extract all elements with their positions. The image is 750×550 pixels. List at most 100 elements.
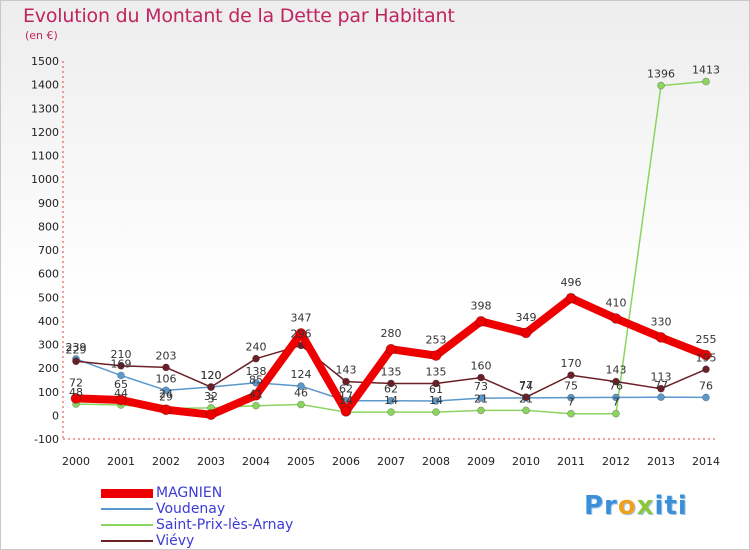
data-label-2: 14 — [339, 394, 353, 407]
series-point-2 — [432, 408, 440, 416]
data-label-1: 77 — [654, 379, 668, 392]
legend-swatch-magnien — [101, 489, 153, 498]
y-tick-label: 900 — [38, 197, 59, 210]
series-point-3 — [387, 379, 395, 388]
y-tick-label: 1300 — [31, 102, 59, 115]
series-point-0 — [565, 292, 577, 304]
series-point-1 — [702, 393, 710, 402]
series-point-0 — [385, 343, 397, 355]
data-label-1: 73 — [474, 380, 488, 393]
series-point-0 — [700, 349, 712, 361]
series-point-0 — [160, 404, 172, 416]
legend-swatch-voudenay — [101, 508, 153, 510]
series-point-3 — [207, 383, 215, 391]
x-tick-label: 2010 — [512, 455, 540, 468]
data-label-2: 21 — [474, 392, 488, 405]
data-label-1: 106 — [156, 372, 177, 385]
y-tick-label: 300 — [38, 339, 59, 352]
data-label-0: 496 — [561, 276, 582, 289]
x-tick-label: 2005 — [287, 455, 315, 468]
data-label-0: 65 — [114, 378, 128, 391]
y-tick-label: 1000 — [31, 173, 59, 186]
data-label-2: 41 — [249, 388, 263, 401]
series-point-1 — [117, 371, 125, 380]
y-tick-label: 1500 — [31, 55, 59, 68]
series-point-3 — [432, 379, 440, 388]
data-label-2: 44 — [114, 387, 128, 400]
data-label-1: 169 — [111, 357, 132, 370]
data-label-3: 120 — [201, 369, 222, 382]
series-point-3 — [477, 373, 485, 382]
legend-label-voudenay: Voudenay — [156, 501, 226, 517]
data-label-1: 120 — [201, 369, 222, 382]
series-point-0 — [295, 328, 307, 339]
logo-part-2: o — [617, 491, 637, 521]
series-point-0 — [205, 409, 217, 420]
data-label-0: 85 — [249, 373, 263, 386]
y-tick-label: 1200 — [31, 126, 59, 139]
data-label-0: 3 — [208, 393, 215, 406]
series-point-0 — [475, 316, 487, 327]
legend-label-vievy: Viévy — [156, 533, 195, 549]
series-point-0 — [655, 332, 667, 343]
data-label-0: 72 — [69, 376, 83, 389]
data-label-2: 21 — [519, 392, 533, 405]
y-tick-label: 500 — [38, 291, 59, 304]
series-point-0 — [340, 406, 352, 417]
data-label-2: 29 — [159, 391, 173, 404]
data-label-3: 240 — [246, 341, 267, 354]
y-tick-label: 400 — [38, 315, 59, 328]
x-tick-label: 2011 — [557, 455, 585, 468]
series-point-2 — [387, 408, 395, 416]
data-label-2: 1396 — [647, 68, 675, 81]
data-label-2: 14 — [429, 394, 443, 407]
y-tick-label: 100 — [38, 386, 59, 399]
data-label-0: 17 — [339, 389, 353, 402]
y-tick-label: 800 — [38, 220, 59, 233]
series-point-3 — [522, 393, 530, 401]
data-label-1: 76 — [609, 379, 623, 392]
y-tick-label: 600 — [38, 268, 59, 281]
series-point-3 — [162, 363, 170, 372]
series-point-1 — [252, 378, 260, 387]
series-point-1 — [657, 393, 665, 401]
chart-title: Evolution du Montant de la Dette par Hab… — [23, 5, 455, 27]
series-point-2 — [297, 400, 305, 409]
series-point-0 — [610, 313, 622, 324]
series-point-3 — [567, 371, 575, 380]
data-label-2: 48 — [69, 386, 83, 399]
data-label-1: 75 — [564, 380, 578, 393]
series-point-1 — [567, 393, 575, 402]
series-layer — [70, 77, 712, 420]
data-label-1: 74 — [519, 380, 533, 393]
x-tick-label: 2013 — [647, 455, 675, 468]
y-tick-label: 0 — [52, 409, 59, 422]
series-point-0 — [520, 327, 532, 339]
data-label-0: 347 — [291, 311, 312, 324]
series-point-1 — [432, 397, 440, 405]
series-point-3 — [702, 365, 710, 374]
series-point-3 — [657, 384, 665, 393]
data-label-3: 170 — [561, 357, 582, 370]
series-point-2 — [477, 406, 485, 415]
series-point-3 — [252, 354, 260, 363]
data-label-0: 255 — [696, 333, 717, 346]
data-label-3: 143 — [336, 364, 357, 377]
data-label-2: 1413 — [692, 64, 720, 77]
x-tick-label: 2001 — [107, 455, 135, 468]
logo-part-4: iti — [654, 491, 688, 521]
proxiti-logo: Proxiti — [584, 491, 688, 521]
data-label-1: 62 — [384, 383, 398, 396]
series-point-0 — [250, 389, 262, 401]
data-label-1: 62 — [339, 383, 353, 396]
series-point-2 — [567, 409, 575, 418]
x-tick-label: 2004 — [242, 455, 270, 468]
series-point-1 — [387, 396, 395, 405]
series-point-1 — [162, 386, 170, 395]
data-label-0: 410 — [606, 297, 627, 310]
x-tick-label: 2012 — [602, 455, 630, 468]
y-tick-label: -100 — [34, 433, 59, 446]
x-tick-label: 2007 — [377, 455, 405, 468]
data-label-2: 14 — [384, 394, 398, 407]
